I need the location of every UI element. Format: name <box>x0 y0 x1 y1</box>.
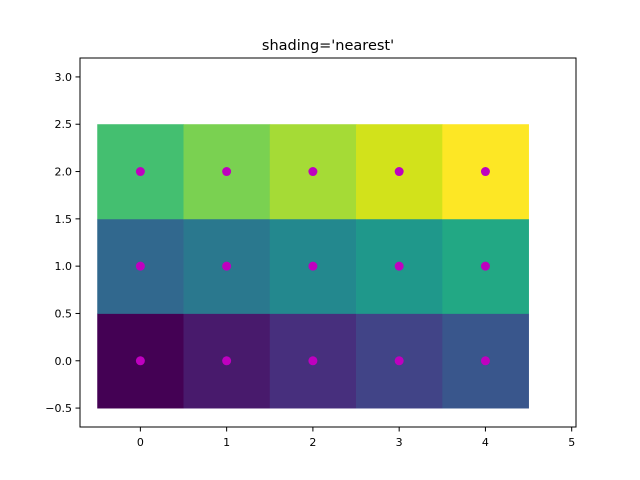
y-tick-label: 2.5 <box>55 118 73 131</box>
scatter-point-3 <box>394 356 404 366</box>
scatter-point-6 <box>222 261 232 271</box>
y-tick-label: −0.5 <box>45 402 72 415</box>
scatter-point-9 <box>480 261 490 271</box>
scatter-point-8 <box>394 261 404 271</box>
scatter-point-2 <box>308 356 318 366</box>
x-tick-label: 2 <box>309 436 316 449</box>
scatter-point-12 <box>308 167 318 177</box>
y-tick-label: 3.0 <box>55 71 73 84</box>
scatter-point-13 <box>394 167 404 177</box>
scatter-point-5 <box>135 261 145 271</box>
y-axis: −0.5 0.0 0.5 1.0 1.5 2.0 2.5 3.0 <box>45 71 80 415</box>
scatter-point-1 <box>222 356 232 366</box>
scatter-point-0 <box>135 356 145 366</box>
x-tick-label: 4 <box>482 436 489 449</box>
y-tick-label: 0.0 <box>55 355 73 368</box>
axes-frame <box>79 57 577 428</box>
y-tick-label: 1.0 <box>55 260 73 273</box>
scatter-point-14 <box>480 167 490 177</box>
scatter-point-4 <box>480 356 490 366</box>
x-tick-label: 1 <box>223 436 230 449</box>
x-tick-label: 3 <box>396 436 403 449</box>
x-tick-label: 0 <box>137 436 144 449</box>
x-axis: 0 1 2 3 4 5 <box>137 427 575 449</box>
scatter-point-11 <box>222 167 232 177</box>
heatmap-cells <box>97 124 529 409</box>
y-tick-label: 1.5 <box>55 213 73 226</box>
scatter-point-10 <box>135 167 145 177</box>
y-tick-label: 2.0 <box>55 166 73 179</box>
chart-title: shading='nearest' <box>262 38 394 54</box>
scatter-point-7 <box>308 261 318 271</box>
x-tick-label: 5 <box>568 436 575 449</box>
scatter-points <box>135 167 490 366</box>
y-tick-label: 0.5 <box>55 307 73 320</box>
